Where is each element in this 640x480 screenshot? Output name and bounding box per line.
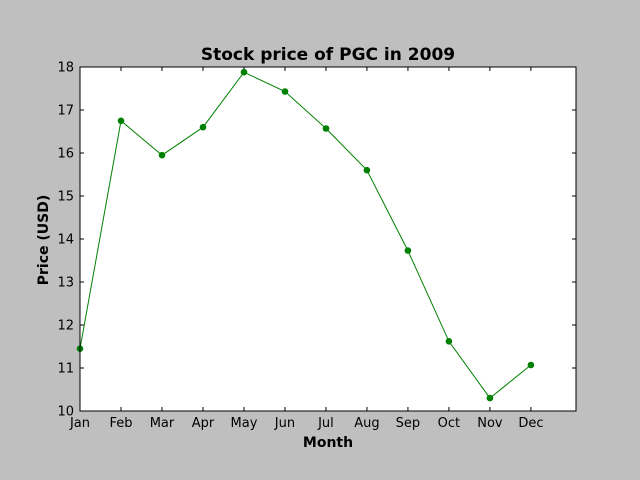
x-tick-label-feb: Feb	[109, 416, 132, 431]
x-tick-label-mar: Mar	[150, 416, 175, 431]
y-tick-label: 18	[57, 61, 74, 76]
data-point-oct	[445, 338, 453, 345]
x-tick-label-nov: Nov	[477, 416, 503, 431]
series-layer	[76, 68, 535, 402]
series-line	[79, 71, 532, 399]
data-point-jun	[281, 88, 289, 95]
y-tick-label: 15	[57, 190, 74, 205]
x-tick-label-jun: Jun	[274, 416, 295, 431]
y-axis-label: Price (USD)	[36, 195, 52, 286]
y-tick-label: 10	[57, 405, 74, 420]
x-axis-label: Month	[303, 435, 353, 451]
data-point-may	[240, 68, 248, 76]
data-point-nov	[486, 394, 494, 402]
plot-frame	[79, 66, 577, 412]
x-tick-label-aug: Aug	[354, 416, 379, 431]
y-tick-label: 16	[57, 147, 74, 162]
x-tick-label-apr: Apr	[192, 416, 215, 431]
x-tick-label-may: May	[231, 416, 258, 431]
data-point-mar	[158, 151, 166, 159]
x-tick-label-sep: Sep	[396, 416, 421, 431]
x-tick-label-jan: Jan	[69, 416, 90, 431]
y-tick-label: 14	[57, 233, 74, 248]
x-tick-label-oct: Oct	[438, 416, 460, 431]
data-point-aug	[363, 166, 371, 174]
data-point-dec	[527, 361, 535, 369]
data-point-sep	[404, 247, 412, 254]
x-tick-label-dec: Dec	[518, 416, 543, 431]
y-tick-label: 13	[57, 276, 74, 291]
data-point-apr	[199, 123, 207, 131]
ticks-layer: 10 11 12 13 14 15 16 17 18 Jan Feb Mar Apr May Jun Jul A…	[57, 61, 576, 431]
plot-area	[80, 67, 576, 411]
data-point-feb	[117, 117, 125, 125]
chart-title: Stock price of PGC in 2009	[201, 45, 455, 65]
y-tick-label: 17	[57, 104, 74, 119]
x-tick-label-jul: Jul	[317, 416, 334, 431]
data-point-jul	[322, 125, 330, 132]
y-tick-label: 11	[57, 362, 74, 377]
y-tick-label: 12	[57, 319, 74, 334]
